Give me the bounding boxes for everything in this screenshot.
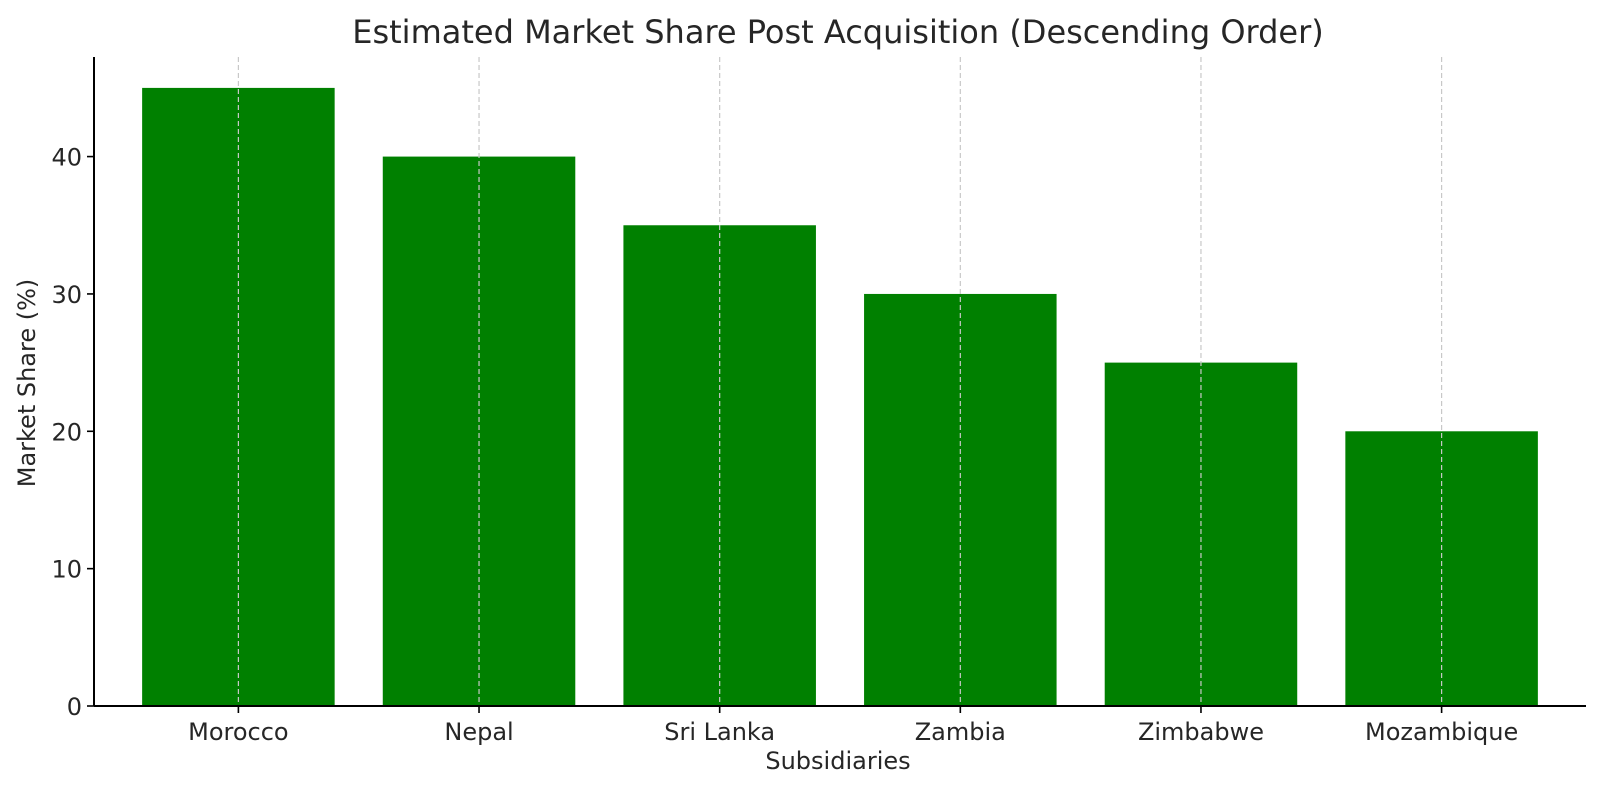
- y-axis-ticks: 0 10 20 30 40: [51, 144, 94, 721]
- chart-title: Estimated Market Share Post Acquisition …: [352, 13, 1324, 51]
- bar-zimbabwe: [1104, 362, 1298, 706]
- y-tick-label: 30: [51, 281, 82, 309]
- bar-mozambique: [1345, 431, 1538, 706]
- x-axis-label: Subsidiaries: [765, 747, 910, 775]
- bar-group: [142, 87, 1538, 706]
- x-tick-label: Zambia: [915, 718, 1006, 746]
- x-tick-label: Mozambique: [1365, 718, 1518, 746]
- x-axis-ticks: Morocco Nepal Sri Lanka Zambia Zimbabwe Mozam…: [188, 706, 1518, 746]
- x-tick-label: Nepal: [444, 718, 513, 746]
- y-tick-label: 40: [51, 144, 82, 172]
- bar-nepal: [382, 156, 576, 706]
- gridline-group: [237, 57, 1443, 706]
- y-axis-label: Market Share (%): [13, 279, 41, 488]
- y-tick-label: 10: [51, 556, 82, 584]
- y-tick-label: 0: [67, 693, 82, 721]
- x-tick-label: Zimbabwe: [1138, 718, 1264, 746]
- x-tick-label: Sri Lanka: [664, 718, 775, 746]
- y-tick-label: 20: [51, 418, 82, 446]
- x-tick-label: Morocco: [188, 718, 289, 746]
